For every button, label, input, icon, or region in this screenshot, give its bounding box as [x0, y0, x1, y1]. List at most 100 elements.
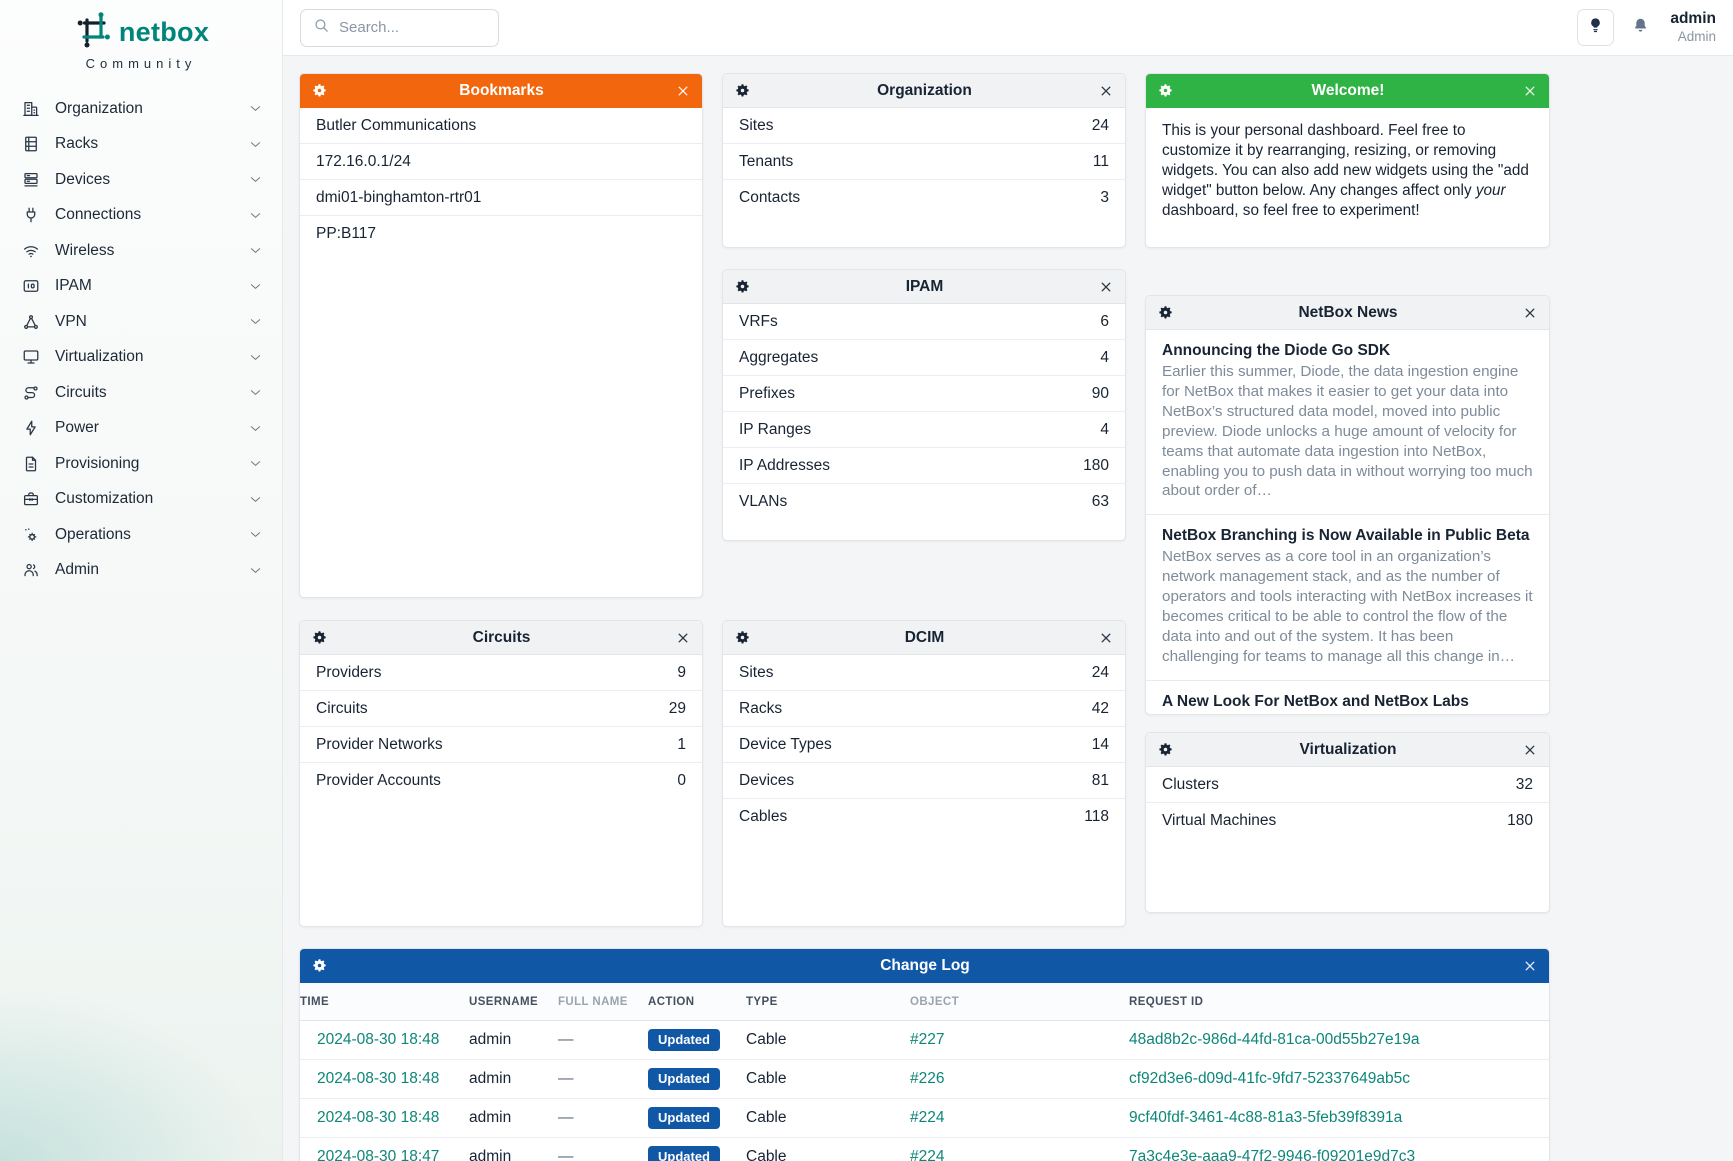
gear-icon[interactable]: [1158, 83, 1173, 98]
stat-row[interactable]: Contacts 3: [723, 180, 1125, 216]
sidebar-item-admin[interactable]: Admin: [0, 553, 282, 589]
changelog-requestid-link[interactable]: 48ad8b2c-986d-44fd-81ca-00d55b27e19a: [1129, 1031, 1420, 1048]
bookmark-item[interactable]: 172.16.0.1/24: [300, 144, 702, 180]
news-title-link[interactable]: NetBox Branching is Now Available in Pub…: [1162, 527, 1530, 545]
stat-row[interactable]: Clusters 32: [1146, 767, 1549, 803]
changelog-table: TIME USERNAME FULL NAME ACTION TYPE OBJE…: [300, 983, 1549, 1161]
stat-row[interactable]: VRFs 6: [723, 304, 1125, 340]
search-input[interactable]: [339, 19, 486, 36]
sidebar-item-wireless[interactable]: Wireless: [0, 233, 282, 269]
stat-row[interactable]: Virtual Machines 180: [1146, 803, 1549, 839]
close-icon[interactable]: [1523, 959, 1537, 973]
sidebar-item-circuits[interactable]: Circuits: [0, 375, 282, 411]
gear-icon[interactable]: [735, 279, 750, 294]
changelog-time-link[interactable]: 2024-08-30 18:47: [317, 1148, 440, 1161]
sidebar-item-virtualization[interactable]: Virtualization: [0, 340, 282, 376]
changelog-object-link[interactable]: #227: [910, 1031, 945, 1048]
close-icon[interactable]: [1523, 84, 1537, 98]
news-title-link[interactable]: Announcing the Diode Go SDK: [1162, 342, 1391, 359]
close-icon[interactable]: [1523, 306, 1537, 320]
sidebar-item-organization[interactable]: Organization: [0, 91, 282, 127]
sidebar-item-operations[interactable]: Operations: [0, 517, 282, 553]
stat-row[interactable]: Sites 24: [723, 108, 1125, 144]
stat-value: 4: [1100, 348, 1109, 366]
close-icon[interactable]: [1523, 743, 1537, 757]
stat-row[interactable]: IP Addresses 180: [723, 448, 1125, 484]
stat-row[interactable]: Prefixes 90: [723, 376, 1125, 412]
stat-row[interactable]: Tenants 11: [723, 144, 1125, 180]
stat-value: 81: [1091, 771, 1109, 789]
close-icon[interactable]: [1099, 280, 1113, 294]
bookmark-item[interactable]: PP:B117: [316, 225, 377, 242]
close-icon[interactable]: [1099, 84, 1113, 98]
theme-toggle-button[interactable]: [1577, 9, 1615, 46]
search-box[interactable]: [300, 8, 499, 47]
sidebar-item-label: Customization: [55, 490, 154, 508]
changelog-fullname: —: [558, 1031, 574, 1048]
gear-icon[interactable]: [312, 83, 327, 98]
stat-row[interactable]: VLANs 63: [723, 484, 1125, 520]
stat-label: Providers: [316, 663, 382, 681]
stat-row[interactable]: Aggregates 4: [723, 340, 1125, 376]
chevron-down-icon: [248, 314, 263, 329]
stat-row[interactable]: Circuits 29: [300, 691, 702, 727]
close-icon[interactable]: [676, 84, 690, 98]
gear-icon[interactable]: [312, 958, 327, 973]
gear-icon[interactable]: [1158, 305, 1173, 320]
news-item: NetBox Branching is Now Available in Pub…: [1146, 514, 1549, 679]
changelog-requestid-link[interactable]: 9cf40fdf-3461-4c88-81a3-5feb39f8391a: [1129, 1109, 1403, 1126]
sidebar-item-devices[interactable]: Devices: [0, 162, 282, 198]
sidebar-item-label: Devices: [55, 170, 111, 188]
sidebar-item-connections[interactable]: Connections: [0, 198, 282, 234]
chevron-down-icon: [248, 385, 263, 400]
gear-icon[interactable]: [735, 83, 750, 98]
close-icon[interactable]: [1099, 631, 1113, 645]
gear-icon[interactable]: [735, 630, 750, 645]
user-role: Admin: [1677, 28, 1716, 44]
bookmark-item[interactable]: dmi01-binghamton-rtr01: [300, 180, 702, 216]
sidebar-item-ipam[interactable]: IPAM: [0, 269, 282, 305]
sidebar-item-label: Wireless: [55, 241, 115, 259]
changelog-username: admin: [469, 1109, 512, 1126]
changelog-object-link[interactable]: #224: [910, 1148, 945, 1161]
changelog-time-link[interactable]: 2024-08-30 18:48: [317, 1070, 440, 1087]
gear-icon[interactable]: [312, 630, 327, 645]
stat-row[interactable]: IP Ranges 4: [723, 412, 1125, 448]
news-title-link[interactable]: A New Look For NetBox and NetBox Labs: [1162, 692, 1469, 710]
widget-bookmarks: Bookmarks Butler Communications 172.16.0…: [299, 73, 703, 598]
stat-row[interactable]: Provider Accounts 0: [300, 763, 702, 799]
stat-row[interactable]: Provider Networks 1: [300, 727, 702, 763]
changelog-time-link[interactable]: 2024-08-30 18:48: [317, 1031, 440, 1048]
sidebar-item-vpn[interactable]: VPN: [0, 304, 282, 340]
stat-row[interactable]: Device Types 14: [723, 727, 1125, 763]
news-body: Earlier this summer, Diode, the data ing…: [1162, 363, 1533, 500]
stat-row[interactable]: Providers 9: [300, 655, 702, 691]
changelog-object-link[interactable]: #224: [910, 1109, 945, 1126]
chevron-down-icon: [248, 421, 263, 436]
chevron-down-icon: [248, 527, 263, 542]
sidebar-item-label: Organization: [55, 99, 143, 117]
brand[interactable]: netbox Community: [0, 0, 282, 71]
bookmark-item[interactable]: Butler Communications: [300, 108, 702, 144]
sidebar-item-provisioning[interactable]: Provisioning: [0, 446, 282, 482]
stat-row[interactable]: Racks 42: [723, 691, 1125, 727]
gear-icon[interactable]: [1158, 742, 1173, 757]
close-icon[interactable]: [676, 631, 690, 645]
sidebar-item-power[interactable]: Power: [0, 411, 282, 447]
plug-icon: [21, 206, 40, 225]
sidebar-item-label: Admin: [55, 561, 99, 579]
stat-row[interactable]: Devices 81: [723, 763, 1125, 799]
stat-row[interactable]: Cables 118: [723, 799, 1125, 835]
widget-welcome-header: Welcome!: [1146, 74, 1549, 108]
widget-title: Organization: [877, 81, 972, 99]
changelog-object-link[interactable]: #226: [910, 1070, 945, 1087]
user-menu[interactable]: admin Admin: [1670, 10, 1716, 44]
stat-value: 3: [1100, 189, 1109, 206]
sidebar-item-customization[interactable]: Customization: [0, 482, 282, 518]
changelog-time-link[interactable]: 2024-08-30 18:48: [317, 1109, 440, 1126]
notifications-button[interactable]: [1625, 9, 1655, 46]
changelog-requestid-link[interactable]: 7a3c4e3e-aaa9-47f2-9946-f09201e9d7c3: [1129, 1148, 1416, 1161]
stat-row[interactable]: Sites 24: [723, 655, 1125, 691]
changelog-requestid-link[interactable]: cf92d3e6-d09d-41fc-9fd7-52337649ab5c: [1129, 1070, 1410, 1087]
sidebar-item-racks[interactable]: Racks: [0, 127, 282, 163]
